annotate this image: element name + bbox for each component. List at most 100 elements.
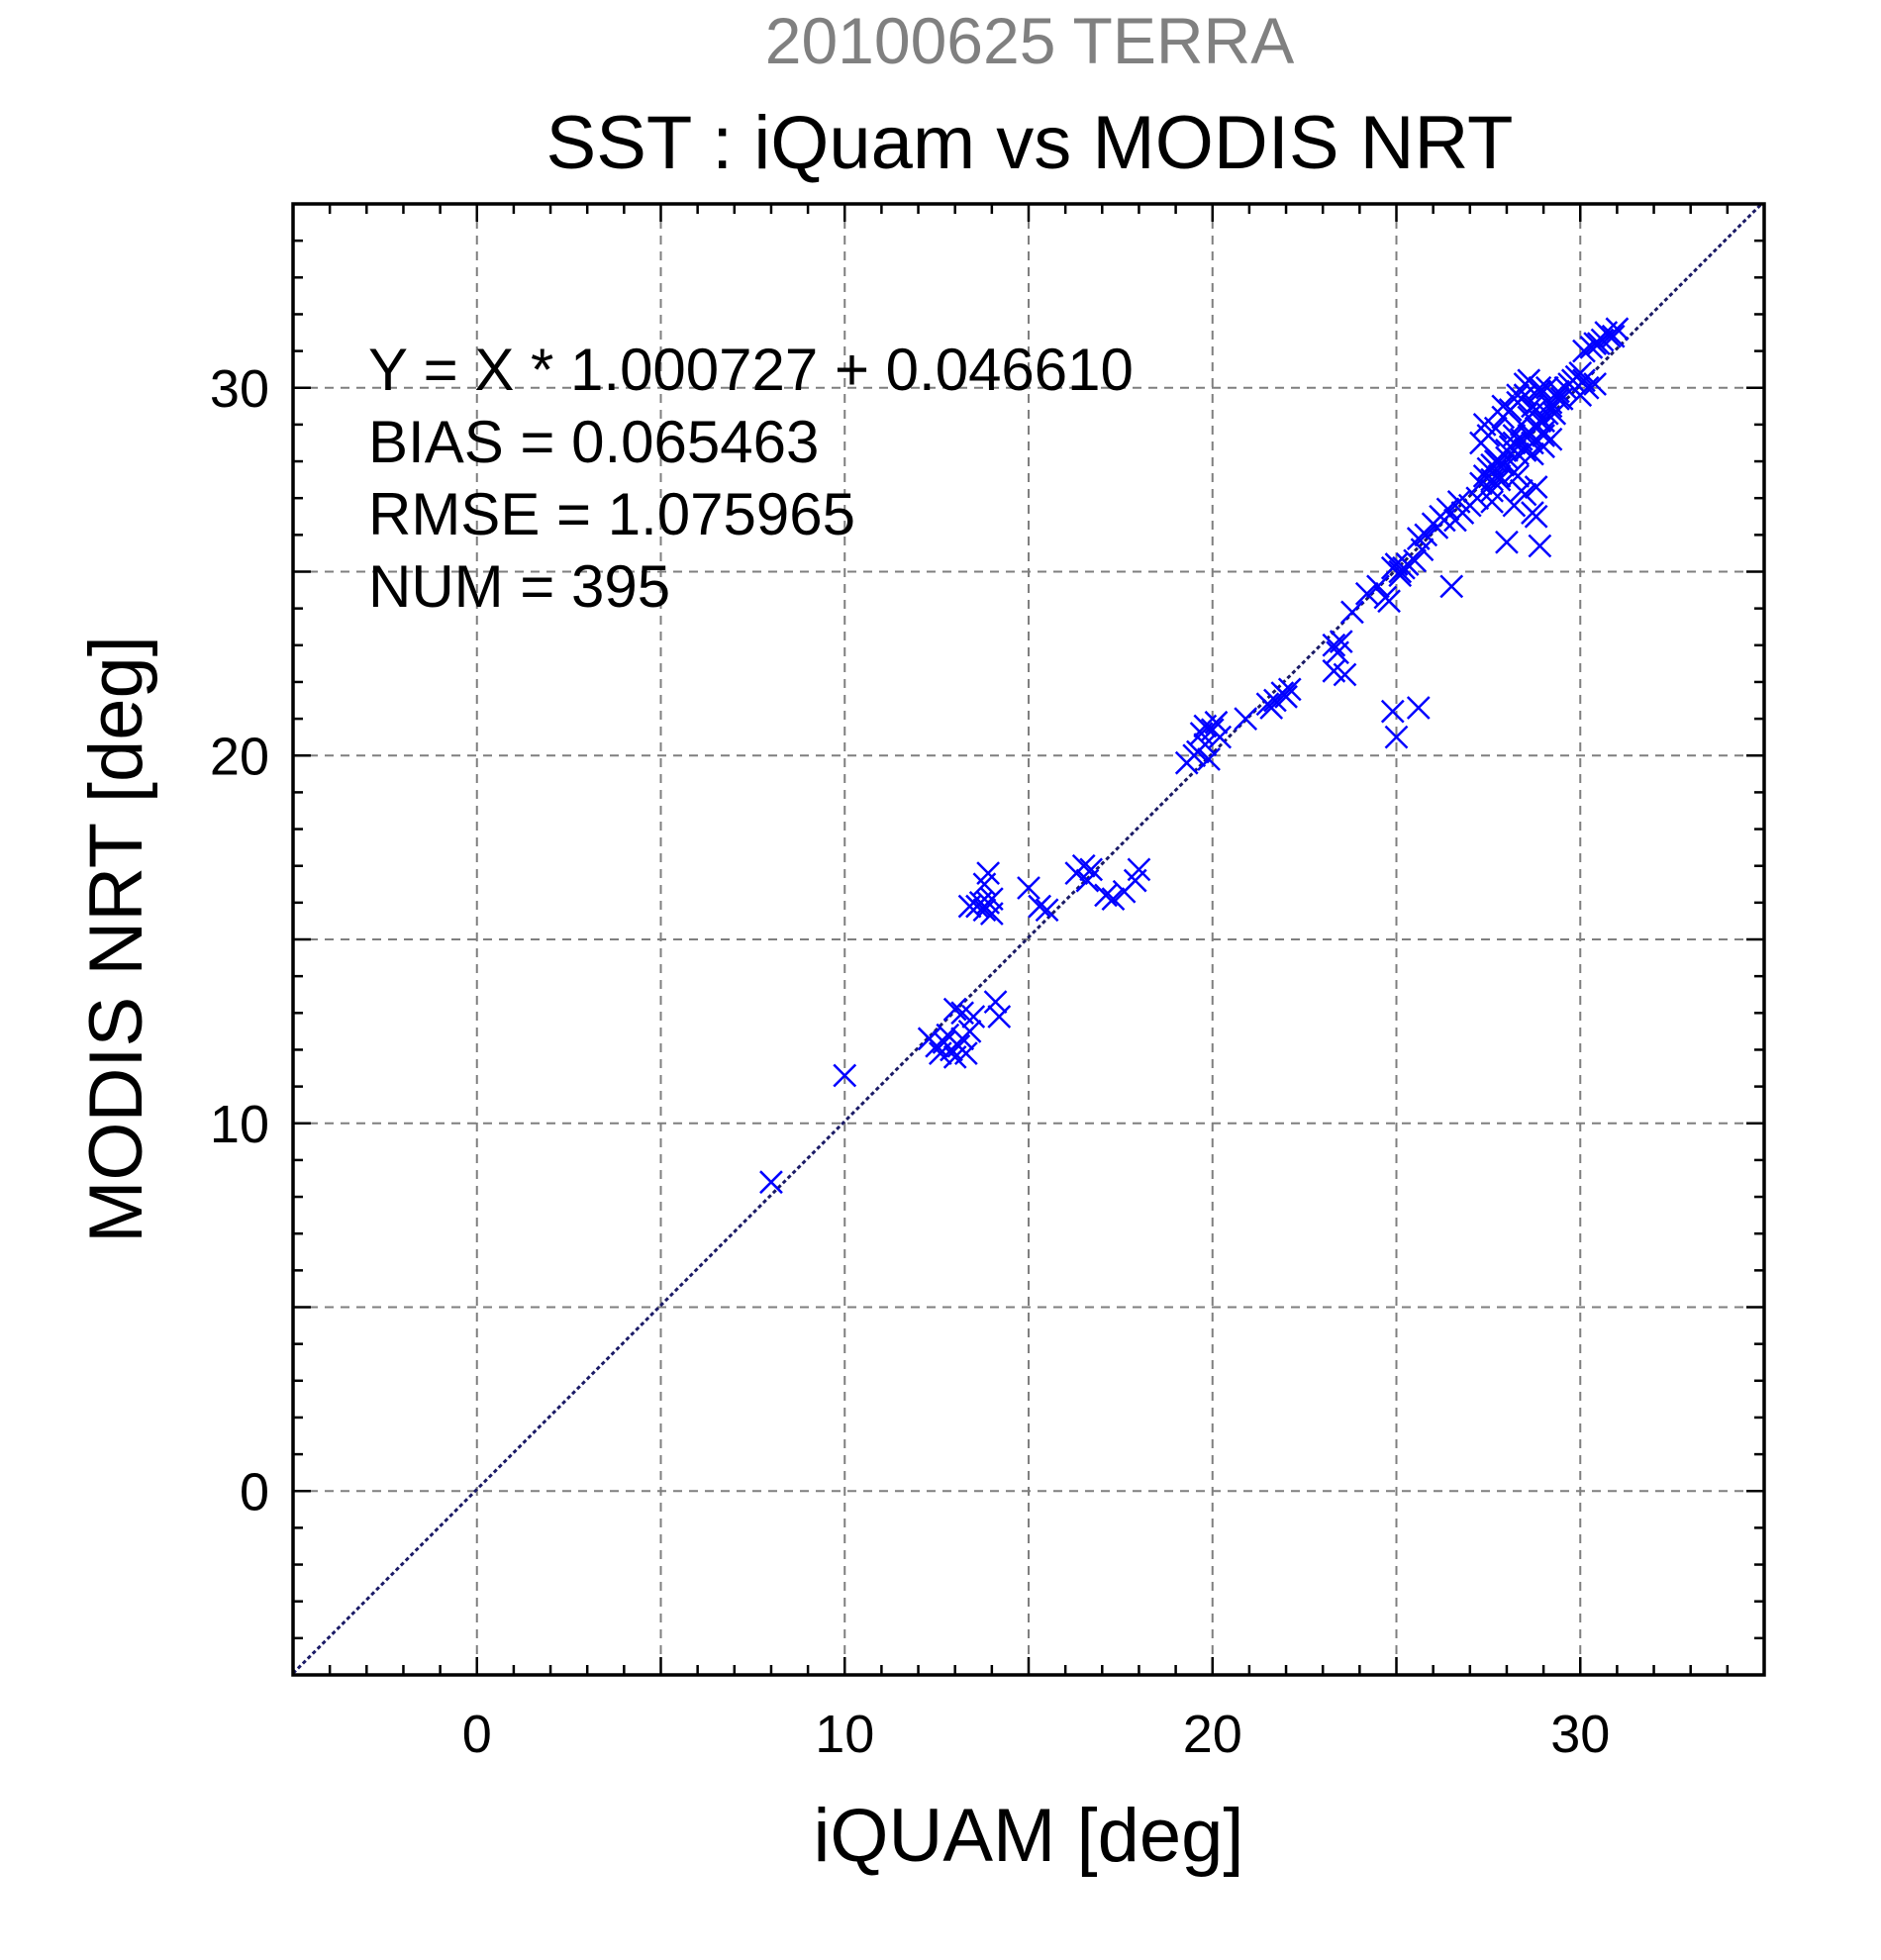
data-point bbox=[1586, 332, 1611, 356]
data-point bbox=[1487, 449, 1512, 473]
data-point bbox=[1197, 747, 1221, 771]
data-point bbox=[983, 990, 1008, 1015]
data-point bbox=[1354, 581, 1379, 606]
data-point bbox=[1329, 630, 1353, 653]
data-point bbox=[1193, 714, 1218, 738]
data-point bbox=[1521, 501, 1544, 525]
data-point bbox=[1274, 684, 1298, 709]
data-point bbox=[1259, 696, 1284, 720]
data-point bbox=[1528, 534, 1552, 558]
data-point bbox=[979, 902, 1004, 926]
data-point bbox=[1568, 361, 1593, 385]
data-point bbox=[1513, 372, 1537, 396]
data-point bbox=[1186, 739, 1210, 764]
data-points bbox=[759, 317, 1630, 1195]
data-point bbox=[1366, 574, 1390, 599]
data-point bbox=[942, 997, 967, 1022]
data-point bbox=[1333, 662, 1357, 687]
data-point bbox=[1605, 317, 1630, 342]
chart-title: SST : iQuam vs MODIS NRT bbox=[546, 101, 1514, 185]
data-point bbox=[953, 1041, 978, 1066]
data-point bbox=[1406, 527, 1431, 550]
y-tick-label: 20 bbox=[210, 727, 269, 786]
data-point bbox=[1472, 413, 1497, 437]
data-point bbox=[1414, 523, 1438, 547]
data-point bbox=[1384, 725, 1409, 749]
x-tick-label: 10 bbox=[815, 1705, 874, 1764]
data-point bbox=[987, 1005, 1012, 1029]
data-point bbox=[1388, 563, 1413, 588]
stats-count: NUM = 395 bbox=[368, 553, 670, 620]
data-point bbox=[976, 861, 1001, 886]
y-tick-labels: 0 10 20 30 bbox=[210, 359, 269, 1522]
data-point bbox=[1480, 467, 1504, 492]
data-point bbox=[1538, 427, 1563, 451]
data-point bbox=[1277, 677, 1302, 702]
stats-rmse: RMSE = 1.075965 bbox=[368, 481, 855, 547]
data-point bbox=[1572, 339, 1596, 363]
y-tick-label: 10 bbox=[210, 1095, 269, 1154]
data-point bbox=[1028, 894, 1052, 919]
data-point bbox=[1528, 379, 1552, 404]
data-point bbox=[957, 894, 982, 919]
data-point bbox=[1075, 868, 1100, 893]
data-point bbox=[1094, 883, 1118, 908]
data-point bbox=[1506, 464, 1530, 488]
data-point bbox=[833, 1063, 857, 1088]
data-point bbox=[1583, 332, 1607, 356]
data-point bbox=[1528, 375, 1552, 400]
data-point bbox=[1234, 707, 1258, 731]
data-point bbox=[1575, 375, 1600, 400]
data-point bbox=[1521, 441, 1544, 466]
data-point bbox=[1208, 725, 1233, 749]
data-point bbox=[1432, 508, 1456, 533]
data-point bbox=[1524, 475, 1548, 499]
data-point bbox=[1534, 375, 1559, 400]
x-tick-label: 0 bbox=[462, 1705, 492, 1764]
data-point bbox=[957, 1019, 982, 1043]
data-point bbox=[1377, 589, 1401, 614]
data-point bbox=[1480, 490, 1504, 514]
data-point bbox=[1601, 324, 1626, 348]
data-point bbox=[1513, 439, 1537, 462]
data-point bbox=[759, 1170, 783, 1195]
x-axis-label: iQUAM [deg] bbox=[813, 1794, 1243, 1878]
data-point bbox=[1035, 898, 1059, 923]
data-point bbox=[1542, 401, 1567, 426]
data-point bbox=[1480, 478, 1504, 503]
x-tick-label: 20 bbox=[1183, 1705, 1242, 1764]
x-tick-label: 30 bbox=[1550, 1705, 1610, 1764]
data-point bbox=[1446, 490, 1471, 514]
data-point bbox=[1406, 696, 1431, 720]
y-tick-label: 0 bbox=[240, 1462, 269, 1521]
stats-fit-equation: Y = X * 1.000727 + 0.046610 bbox=[368, 337, 1134, 403]
data-point bbox=[1340, 600, 1364, 625]
data-point bbox=[1439, 574, 1464, 599]
data-point bbox=[1583, 372, 1607, 396]
stats-bias: BIAS = 0.065463 bbox=[368, 409, 819, 475]
data-point bbox=[1502, 431, 1527, 455]
data-point bbox=[1017, 876, 1040, 900]
data-point bbox=[1071, 853, 1096, 878]
y-axis-label: MODIS NRT [deg] bbox=[74, 636, 158, 1243]
data-point bbox=[961, 1005, 986, 1029]
data-point bbox=[1509, 478, 1534, 503]
data-point bbox=[1524, 398, 1548, 422]
data-point bbox=[1127, 857, 1151, 882]
data-point bbox=[1322, 633, 1346, 657]
data-point bbox=[972, 898, 997, 923]
chart-supertitle: 20100625 TERRA bbox=[765, 4, 1294, 77]
y-tick-label: 30 bbox=[210, 359, 269, 419]
data-point bbox=[1506, 383, 1530, 408]
stats-annotation: Y = X * 1.000727 + 0.046610 BIAS = 0.065… bbox=[368, 337, 1134, 620]
x-tick-labels: 0 10 20 30 bbox=[462, 1705, 1611, 1764]
data-point bbox=[1491, 394, 1516, 419]
data-point bbox=[1380, 699, 1405, 724]
data-point bbox=[1487, 467, 1512, 492]
data-point bbox=[1532, 409, 1555, 434]
plot-frame bbox=[291, 202, 1766, 1677]
data-point bbox=[1101, 887, 1126, 912]
data-point bbox=[1465, 486, 1490, 511]
data-point bbox=[1495, 530, 1519, 554]
